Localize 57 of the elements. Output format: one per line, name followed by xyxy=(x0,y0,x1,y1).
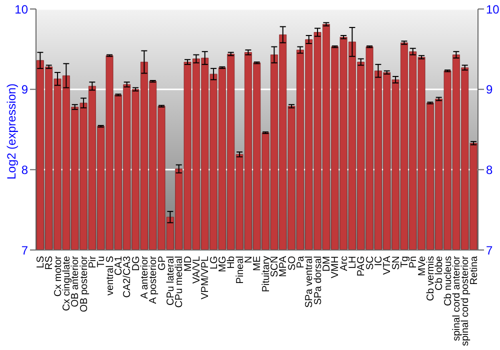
x-tick-label: RS xyxy=(44,256,56,270)
x-tick-label: SC xyxy=(364,256,376,270)
x-tick-label: Cb vermis xyxy=(425,256,436,302)
y-tick-label: 8 xyxy=(21,162,28,177)
x-tick-label: A posterior xyxy=(148,255,160,304)
x-tick-label: LS xyxy=(35,256,46,268)
x-tick-label: Cx cingulate xyxy=(61,256,72,312)
x-tick-label: spinal cord posterior xyxy=(460,255,472,346)
x-tick-label: CA1 xyxy=(113,256,124,276)
x-tick-label: OB anterior xyxy=(70,255,82,308)
x-tick-label: Pn xyxy=(408,256,420,268)
y-tick-label: 10 xyxy=(14,2,28,16)
x-tick-label: VMH xyxy=(330,256,342,278)
x-tick-label: SN xyxy=(390,256,402,270)
x-tick-label: Hb xyxy=(226,256,238,269)
x-tick-label: CPu lateral xyxy=(165,256,176,306)
x-tick-label: LG xyxy=(208,256,220,270)
x-tick-label: PAG xyxy=(356,256,368,276)
x-tick-label: VPM/VPL xyxy=(200,256,212,300)
x-tick-label: Pa xyxy=(295,256,306,268)
x-tick-label: VTA xyxy=(382,256,394,275)
x-tick-label: DM xyxy=(321,256,332,272)
x-tick-label: Arc xyxy=(338,256,350,271)
x-tick-label: Pituitary xyxy=(260,256,272,292)
x-tick-label: DG xyxy=(130,256,142,271)
x-tick-label: MG xyxy=(217,256,228,272)
y2-tick-label: 7 xyxy=(486,243,493,258)
x-tick-label: Cb nucleus xyxy=(442,256,454,306)
x-tick-label: Cb lobe xyxy=(434,256,446,290)
y2-tick-label: 10 xyxy=(486,2,500,16)
y-tick-label: 7 xyxy=(21,243,28,258)
x-tick-label: VA/VL xyxy=(191,256,202,284)
x-tick-label: SCN xyxy=(269,256,280,278)
x-tick-label: ME xyxy=(252,256,264,271)
x-tick-label: LH xyxy=(347,256,358,269)
x-tick-label: GP xyxy=(156,256,168,270)
x-tick-label: spinal cord anterior xyxy=(451,255,462,342)
x-tick-label: MPA xyxy=(278,256,290,277)
y-axis-title: Log2 (expression) xyxy=(4,83,18,180)
x-tick-label: Tg xyxy=(399,256,410,268)
x-tick-label: N xyxy=(243,256,254,264)
y2-tick-label: 9 xyxy=(486,82,493,97)
y2-tick-label: 8 xyxy=(486,162,493,177)
y-tick-label: 9 xyxy=(21,82,28,97)
x-tick-label: A anterior xyxy=(139,255,150,299)
x-tick-label: IC xyxy=(373,256,384,266)
x-tick-label: Pineal xyxy=(234,256,246,284)
x-tick-label: SPa dorsal xyxy=(312,256,324,305)
x-tick-label: CPu medial xyxy=(174,256,186,308)
x-tick-label: MVe xyxy=(416,256,428,276)
x-tick-label: ventral S xyxy=(104,256,116,296)
x-tick-label: SO xyxy=(286,256,298,270)
x-tick-label: Retina xyxy=(468,256,480,285)
x-tick-label: CA2/CA3 xyxy=(122,256,134,298)
x-tick-label: OB posterior xyxy=(78,255,90,312)
x-tick-label: Tu xyxy=(96,256,108,268)
x-tick-label: Pir xyxy=(87,255,98,268)
